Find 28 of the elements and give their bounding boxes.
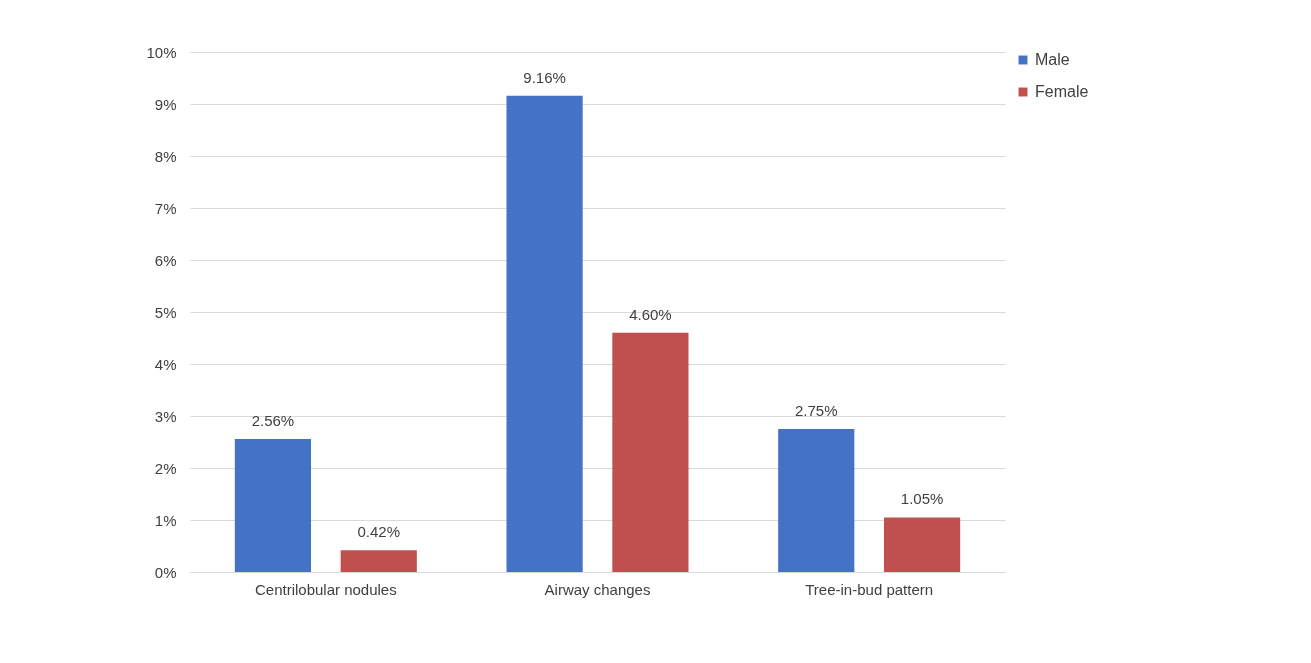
y-tick-label: 7% <box>154 199 177 217</box>
y-tick-label: 3% <box>154 407 177 425</box>
y-tick-label: 6% <box>154 251 177 269</box>
bar <box>612 332 689 572</box>
bar <box>506 95 583 572</box>
bar <box>778 429 855 572</box>
y-tick-label: 2% <box>154 459 177 477</box>
y-tick-label: 0% <box>154 563 177 581</box>
bar <box>234 438 312 572</box>
data-label: 9.16% <box>523 68 566 86</box>
legend-label: Male <box>1035 51 1070 68</box>
y-tick-label: 9% <box>154 95 177 113</box>
y-tick-label: 5% <box>154 303 177 321</box>
data-label: 4.60% <box>629 305 672 323</box>
y-tick-label: 10% <box>146 43 177 61</box>
y-tick-label: 1% <box>154 511 177 529</box>
data-label: 1.05% <box>900 490 944 508</box>
bar <box>340 550 417 572</box>
y-tick-label: 4% <box>154 355 177 373</box>
data-label: 2.56% <box>251 411 295 429</box>
x-tick-label: Centrilobular nodules <box>254 580 397 598</box>
x-tick-label: Airway changes <box>544 580 651 598</box>
data-label: 2.75% <box>794 402 838 419</box>
y-tick-label: 8% <box>154 147 177 165</box>
data-label: 0.42% <box>357 523 401 541</box>
x-tick-label: Tree-in-bud pattern <box>805 580 934 598</box>
legend-label: Female <box>1035 83 1089 100</box>
bar <box>883 517 961 572</box>
